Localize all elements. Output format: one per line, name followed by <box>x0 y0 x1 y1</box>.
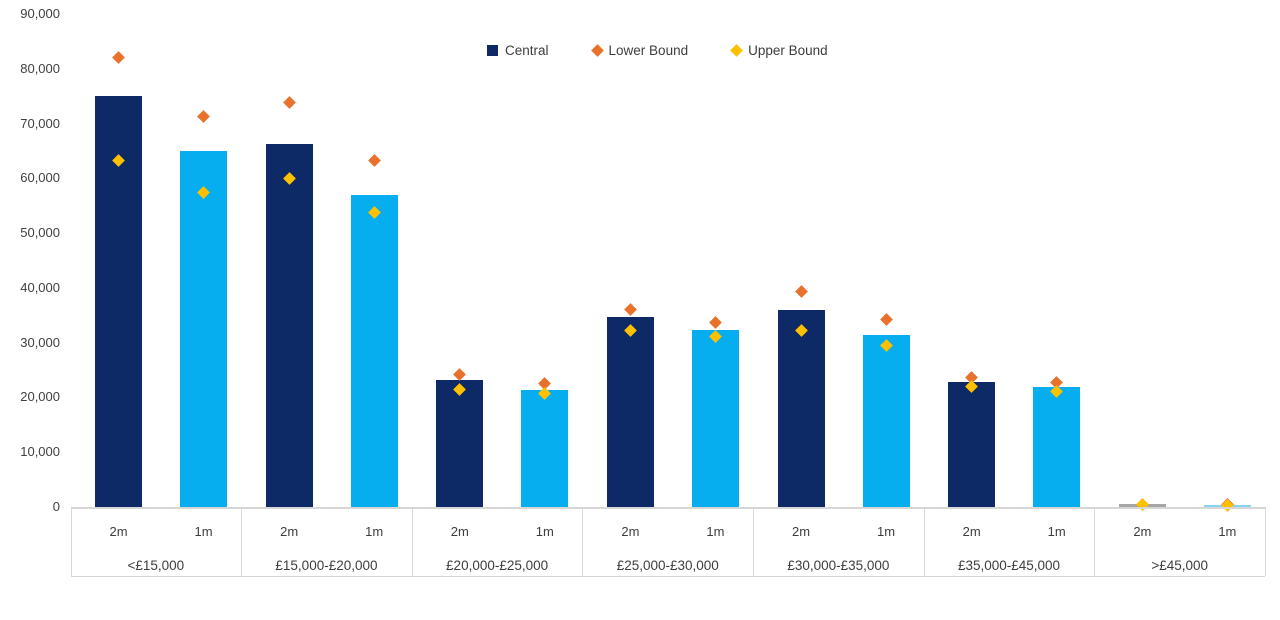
central-bar-2m-group3 <box>436 379 484 507</box>
y-axis-tick-label: 10,000 <box>20 444 60 460</box>
x-axis-group-separator <box>1094 507 1096 576</box>
central-bar-2m-group6 <box>948 381 996 507</box>
central-bar-2m-group2 <box>265 144 313 507</box>
x-axis-bar-label-1m-group5: 1m <box>877 524 896 539</box>
central-bar-2m-group5 <box>777 309 825 507</box>
lower-bound-marker-2m-group5 <box>794 285 808 299</box>
plot-area <box>71 14 1266 512</box>
x-axis-group-separator <box>923 507 925 576</box>
x-axis-bar-label-1m-group7: 1m <box>1218 524 1237 539</box>
lower-bound-marker-2m-group1 <box>112 51 125 65</box>
y-axis-tick-label: 60,000 <box>20 170 60 186</box>
central-bar-1m-group5 <box>862 335 910 507</box>
x-axis-category-label: £30,000-£35,000 <box>787 558 890 573</box>
lower-bound-marker-2m-group4 <box>624 303 637 317</box>
x-axis-group-separator <box>753 507 755 576</box>
x-axis-category-label: >£45,000 <box>1151 558 1208 573</box>
lower-bound-marker-1m-group2 <box>367 153 381 167</box>
legend-label-central: Central <box>505 43 549 58</box>
y-axis-tick-label: 0 <box>52 499 60 514</box>
x-axis-bar-label-2m-group3: 2m <box>450 524 469 539</box>
x-axis-baseline <box>70 507 1265 509</box>
x-axis-bar-label-1m-group3: 1m <box>535 524 554 539</box>
central-bar-1m-group4 <box>691 330 739 507</box>
legend-item-central: Central <box>487 43 549 58</box>
x-axis-group-separator <box>582 507 584 576</box>
y-axis-tick-label: 70,000 <box>20 115 60 131</box>
central-bar-1m-group6 <box>1033 387 1081 507</box>
legend-label-lower-bound: Lower Bound <box>608 43 689 58</box>
upper-bound-marker-2m-group7 <box>1135 498 1149 512</box>
legend-item-lower-bound: Lower Bound <box>590 43 689 58</box>
central-bar-2m-group4 <box>606 316 654 507</box>
lower-bound-marker-1m-group1 <box>197 110 210 124</box>
legend-label-upper-bound: Upper Bound <box>748 43 828 58</box>
central-bar-1m-group2 <box>350 195 398 507</box>
x-axis-group-separator <box>1265 507 1266 576</box>
x-axis-category-label: £20,000-£25,000 <box>446 558 549 573</box>
x-axis-group-separator <box>70 507 72 576</box>
x-axis-bar-label-1m-group1: 1m <box>194 524 213 539</box>
central-bar-1m-group1 <box>180 150 227 507</box>
y-axis-tick-label: 80,000 <box>20 60 60 76</box>
x-axis-group-separator <box>411 507 413 576</box>
central-bar-1m-group3 <box>521 390 569 507</box>
legend: Central Lower Bound Upper Bound <box>487 43 828 58</box>
x-axis-bar-label-2m-group7: 2m <box>1133 524 1152 539</box>
x-axis-bar-label-2m-group5: 2m <box>792 524 811 539</box>
y-axis-tick-label: 40,000 <box>20 279 60 295</box>
lower-bound-marker-2m-group3 <box>453 368 467 381</box>
lower-bound-marker-2m-group2 <box>282 95 296 109</box>
x-axis-bottom-border <box>70 576 1265 577</box>
x-axis-category-label: <£15,000 <box>127 558 185 573</box>
y-axis-tick-label: 90,000 <box>20 6 60 21</box>
x-axis-bar-label-2m-group6: 2m <box>962 524 981 539</box>
x-axis-bar-label-2m-group4: 2m <box>621 524 640 539</box>
x-axis-bar-label-2m-group1: 2m <box>109 524 128 539</box>
x-axis-category-label: £15,000-£20,000 <box>275 558 378 573</box>
x-axis-category-label: £25,000-£30,000 <box>616 558 719 573</box>
y-axis-tick-label: 20,000 <box>20 389 60 405</box>
lower-bound-marker-1m-group5 <box>879 313 893 327</box>
central-square-icon <box>487 45 498 56</box>
x-axis-bar-label-1m-group4: 1m <box>706 524 725 539</box>
y-axis-tick-label: 30,000 <box>20 334 60 350</box>
x-axis-group-separator <box>241 507 243 576</box>
x-axis-bar-label-1m-group6: 1m <box>1047 524 1066 539</box>
x-axis-category-label: £35,000-£45,000 <box>957 558 1061 573</box>
lower-bound-marker-1m-group4 <box>709 316 722 330</box>
x-axis-bar-label-2m-group2: 2m <box>280 524 299 539</box>
y-axis-tick-label: 50,000 <box>20 225 60 241</box>
x-axis-bar-label-1m-group2: 1m <box>365 524 384 539</box>
legend-item-upper-bound: Upper Bound <box>730 43 828 58</box>
